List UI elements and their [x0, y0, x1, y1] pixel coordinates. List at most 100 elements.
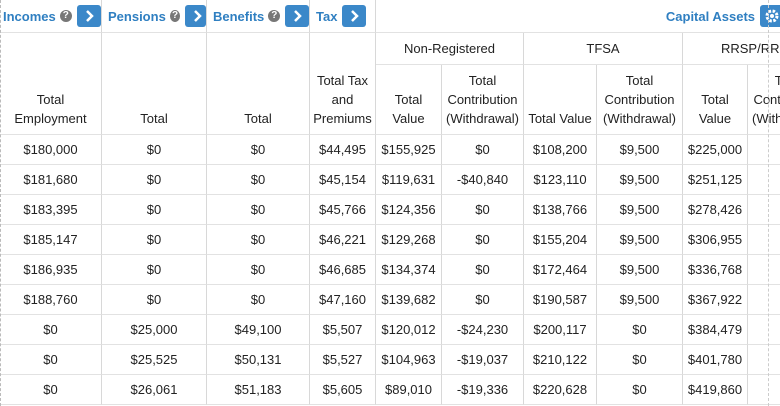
table-cell: $419,860 [683, 375, 748, 405]
table-cell: $9,500 [597, 225, 683, 255]
column-header: Total Value [683, 65, 748, 135]
table-cell: $181,680 [0, 165, 102, 195]
table-cell: $47,160 [310, 285, 376, 315]
table-cell: $9,500 [597, 285, 683, 315]
table-cell: $0 [102, 225, 207, 255]
table-cell [748, 345, 780, 375]
button[interactable] [342, 5, 367, 27]
table-cell: $26,061 [102, 375, 207, 405]
table-cell: $0 [207, 135, 310, 165]
table-cell: -$40,840 [442, 165, 524, 195]
table-cell: -$24,230 [442, 315, 524, 345]
column-header: Total Value [524, 65, 597, 135]
icon [765, 9, 779, 23]
section-label[interactable]: Incomes [3, 8, 56, 24]
table-cell: $0 [102, 255, 207, 285]
table-cell: $0 [442, 135, 524, 165]
section-label[interactable]: Benefits [213, 8, 265, 24]
table-cell: $0 [207, 165, 310, 195]
table-cell: $44,495 [310, 135, 376, 165]
column-header: Total Employment [0, 33, 102, 135]
group-header: RRSP/RRIF [683, 33, 780, 65]
table-cell: $134,374 [376, 255, 442, 285]
table-cell: $49,100 [207, 315, 310, 345]
table-cell: $124,356 [376, 195, 442, 225]
section-label[interactable]: Tax [316, 8, 338, 24]
table-cell: $0 [442, 255, 524, 285]
table-cell: $25,000 [102, 315, 207, 345]
table-cell: $120,012 [376, 315, 442, 345]
table-cell: $367,922 [683, 285, 748, 315]
table-cell: $0 [0, 345, 102, 375]
section-header: Incomes? [0, 0, 102, 33]
table-cell: $123,110 [524, 165, 597, 195]
table-cell [748, 135, 780, 165]
section-label[interactable]: Pensions [108, 8, 166, 24]
table-cell: $0 [442, 285, 524, 315]
table-cell: $25,525 [102, 345, 207, 375]
table-cell: $188,760 [0, 285, 102, 315]
table-cell: $172,464 [524, 255, 597, 285]
table-cell [748, 255, 780, 285]
table-cell: $0 [442, 195, 524, 225]
column-header: Total Contribution (Withdrawal) [442, 65, 524, 135]
section-header: Capital Assets [376, 0, 780, 33]
table-cell: $401,780 [683, 345, 748, 375]
table-cell: $138,766 [524, 195, 597, 225]
table-cell: $9,500 [597, 135, 683, 165]
column-header: Total Contribution (Withdrawal) [597, 65, 683, 135]
table-cell: $0 [207, 195, 310, 225]
table-cell: $0 [442, 225, 524, 255]
button[interactable] [285, 5, 309, 27]
table-cell: $50,131 [207, 345, 310, 375]
table-cell [748, 285, 780, 315]
table-cell [748, 375, 780, 405]
table-cell [748, 165, 780, 195]
column-header: Total [207, 33, 310, 135]
table-cell: $0 [102, 285, 207, 315]
table-cell: $9,500 [597, 165, 683, 195]
button[interactable] [760, 5, 780, 27]
table-cell: -$19,037 [442, 345, 524, 375]
table-cell: $306,955 [683, 225, 748, 255]
dashed-border [0, 0, 1, 406]
table-cell: $0 [597, 315, 683, 345]
icon [85, 10, 94, 22]
table-cell: $129,268 [376, 225, 442, 255]
column-header: Total Tax and Premiums [310, 33, 376, 135]
table-cell: $225,000 [683, 135, 748, 165]
button[interactable] [185, 5, 206, 27]
table-cell: $155,925 [376, 135, 442, 165]
section-header: Benefits? [207, 0, 310, 33]
table-cell: $45,766 [310, 195, 376, 225]
icon [194, 10, 202, 22]
table-cell: $5,507 [310, 315, 376, 345]
table-cell: $104,963 [376, 345, 442, 375]
button[interactable] [76, 5, 101, 27]
table-cell: $46,221 [310, 225, 376, 255]
table-cell: $155,204 [524, 225, 597, 255]
table-cell: $278,426 [683, 195, 748, 225]
column-header: Total Contribution (Withdrawal) [748, 65, 780, 135]
table-cell: $336,768 [683, 255, 748, 285]
table-cell: $200,117 [524, 315, 597, 345]
table-cell [748, 225, 780, 255]
table-cell [748, 195, 780, 225]
help-icon: ? [59, 10, 72, 22]
help-icon: ? [268, 10, 281, 22]
section-header: Pensions? [102, 0, 207, 33]
table-cell: $119,631 [376, 165, 442, 195]
icon [351, 10, 360, 22]
section-label[interactable]: Capital Assets [665, 8, 755, 24]
table-cell: $186,935 [0, 255, 102, 285]
dashed-border [768, 0, 769, 406]
table-cell: $0 [597, 345, 683, 375]
table-cell: $220,628 [524, 375, 597, 405]
table-cell: $180,000 [0, 135, 102, 165]
table-cell: $45,154 [310, 165, 376, 195]
table-cell: $0 [0, 315, 102, 345]
table-cell: -$19,336 [442, 375, 524, 405]
group-header: TFSA [524, 33, 683, 65]
table-cell [748, 315, 780, 345]
help-icon: ? [169, 10, 181, 22]
